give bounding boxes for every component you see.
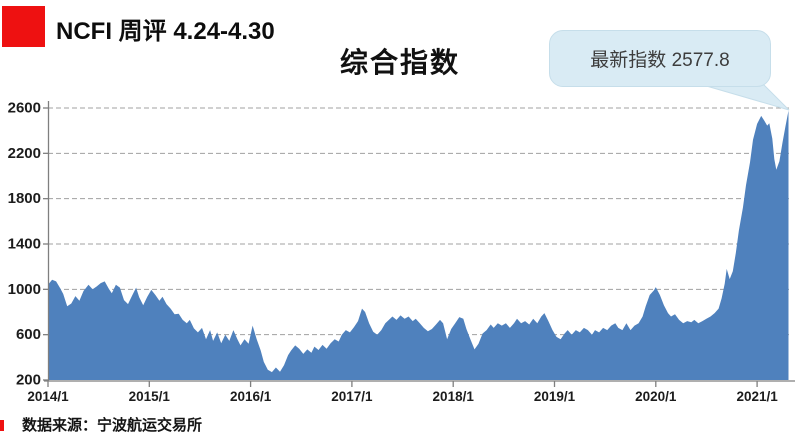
y-tick-label: 1800: [8, 190, 41, 207]
x-tick-label: 2020/1: [635, 389, 677, 404]
callout-tail: [702, 84, 790, 111]
y-tick-label: 600: [16, 326, 41, 343]
x-tick-label: 2018/1: [433, 389, 475, 404]
x-tick-label: 2016/1: [230, 389, 272, 404]
x-tick-label: 2017/1: [331, 389, 373, 404]
latest-index-callout: 最新指数 2577.8: [549, 30, 771, 87]
x-tick-label: 2014/1: [27, 389, 69, 404]
x-tick-label: 2015/1: [129, 389, 171, 404]
report-header: NCFI 周评 4.24-4.30: [0, 0, 800, 56]
y-tick-label: 2200: [8, 145, 41, 162]
data-source-note: 数据来源：宁波航运交易所: [22, 417, 203, 434]
x-tick-label: 2021/1: [736, 389, 778, 404]
y-tick-label: 1000: [8, 281, 41, 298]
latest-index-label: 最新指数 2577.8: [590, 50, 730, 71]
index-area-series: [48, 110, 789, 380]
x-tick-label: 2019/1: [534, 389, 576, 404]
red-mark: [0, 420, 4, 431]
report-title: NCFI 周评 4.24-4.30: [56, 18, 275, 45]
red-badge: [2, 6, 45, 47]
y-tick-label: 200: [16, 371, 41, 388]
chart-title: 综合指数: [339, 47, 460, 78]
y-tick-label: 1400: [8, 235, 41, 252]
y-tick-label: 2600: [8, 99, 41, 116]
